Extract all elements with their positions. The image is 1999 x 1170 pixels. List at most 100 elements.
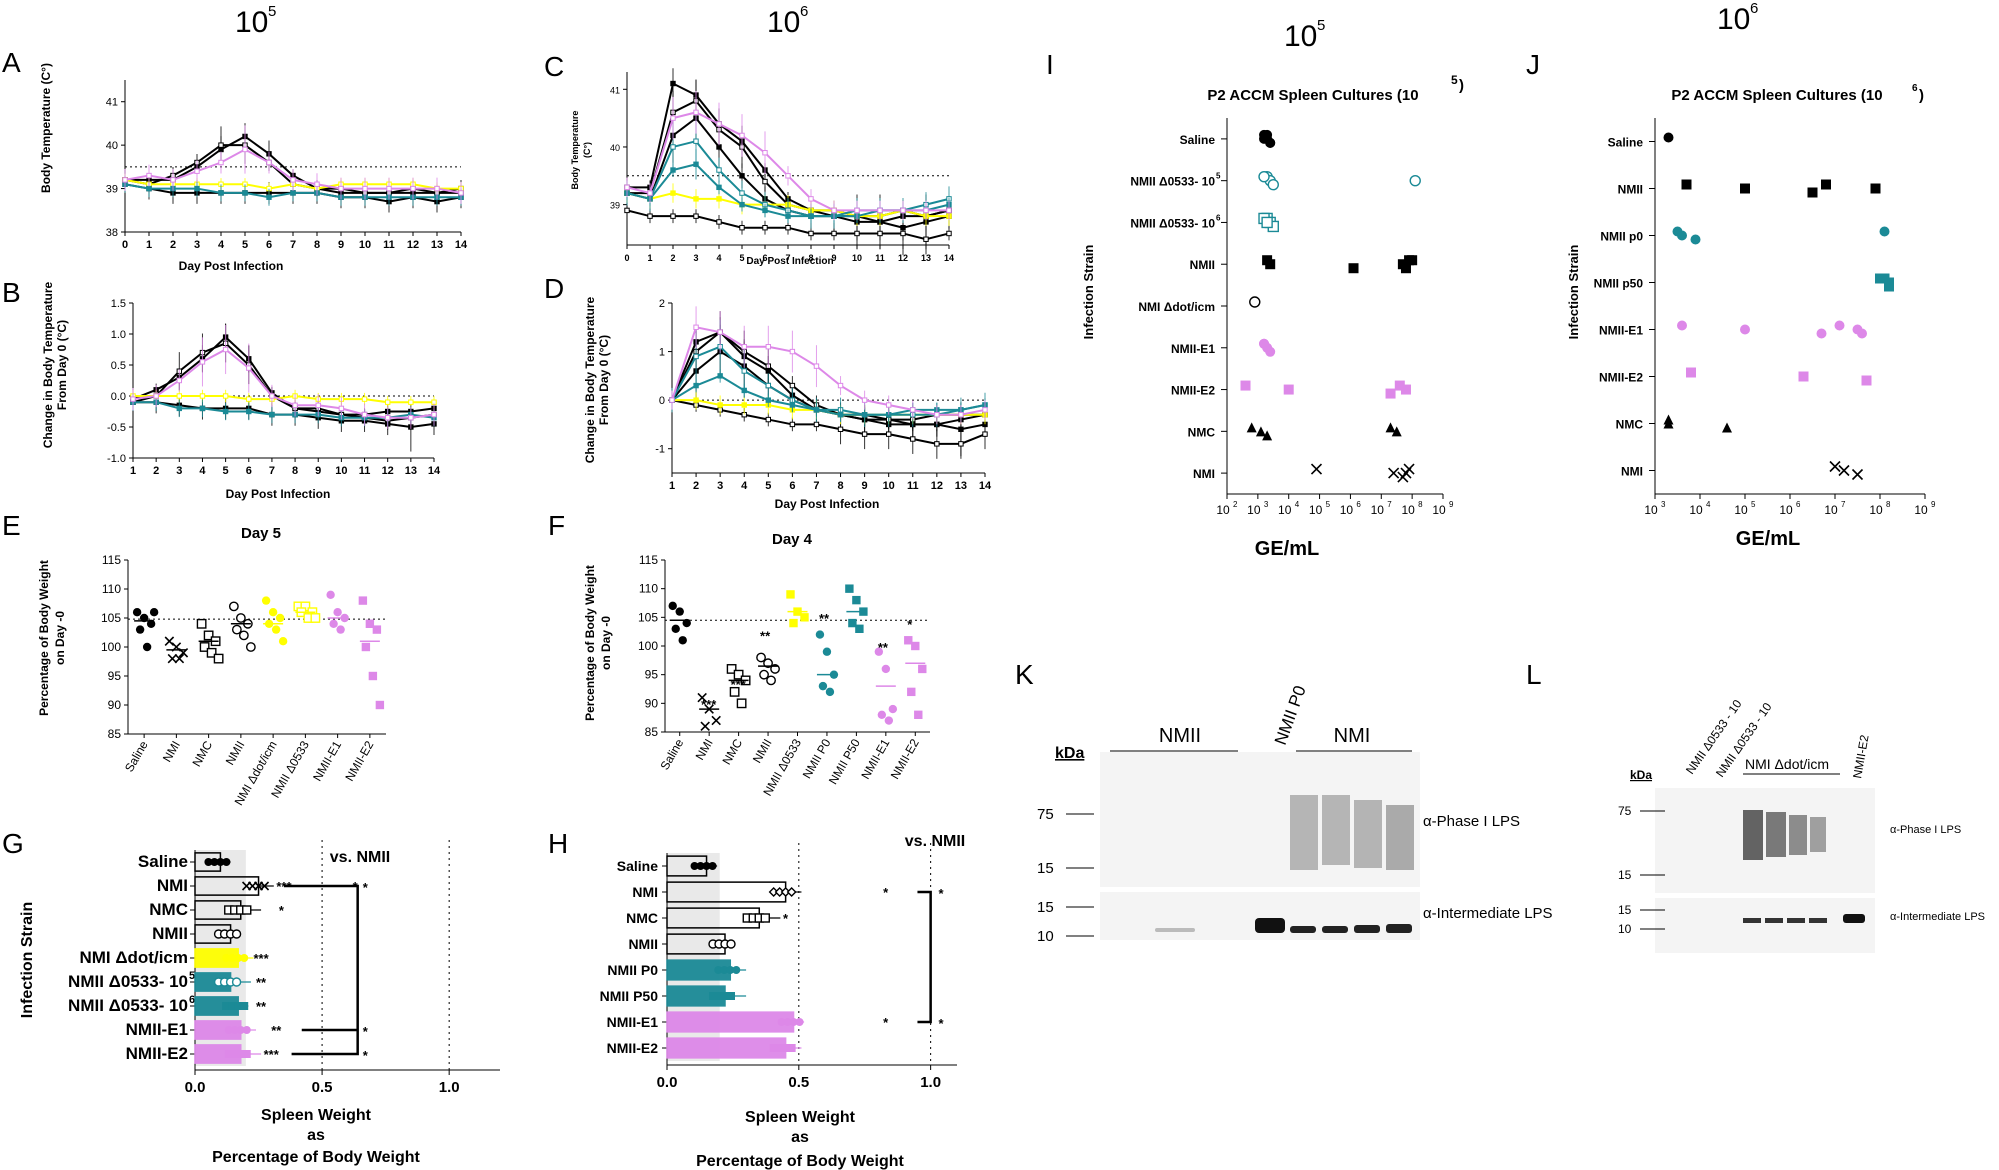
data-point — [716, 196, 722, 202]
x-tick-label: 8 — [292, 465, 298, 477]
data-point — [362, 185, 368, 192]
data-point — [837, 426, 844, 432]
x-tick-label: 1 — [130, 465, 136, 477]
x-tick-label: 6 — [762, 253, 767, 263]
data-point — [1310, 463, 1323, 475]
data-point — [338, 405, 345, 412]
data-point — [1240, 380, 1251, 391]
category-label: NMII-E2 — [126, 1044, 188, 1063]
data-point — [1348, 263, 1359, 274]
comparison-bracket — [283, 884, 359, 1056]
y-tick-label: 0.5 — [111, 360, 126, 372]
category-label: NMI — [157, 876, 188, 895]
x-tick-exponent: 2 — [1233, 500, 1238, 509]
blot-band — [1765, 918, 1783, 923]
header-right-1e6-base: 10 — [1717, 3, 1750, 36]
panel-h-xlabel-line2: as — [791, 1129, 809, 1146]
data-point — [372, 625, 382, 634]
significance-star: *** — [731, 677, 747, 692]
data-point — [729, 686, 740, 697]
data-point — [789, 1018, 798, 1026]
data-point — [885, 402, 892, 408]
data-point — [1385, 388, 1396, 399]
data-point — [854, 207, 860, 214]
data-point — [923, 207, 929, 214]
data-point — [1267, 178, 1279, 191]
data-point — [1677, 320, 1687, 331]
data-point — [726, 966, 735, 974]
panel-k-blot2-bands — [1155, 918, 1412, 933]
data-point — [671, 624, 680, 633]
data-point — [739, 190, 745, 196]
data-point — [904, 636, 913, 645]
y-tick-label: 1 — [659, 347, 665, 359]
data-point — [290, 177, 296, 183]
category-label-superscript: 6 — [1216, 213, 1221, 222]
y-tick-label: 115 — [639, 553, 658, 567]
data-point — [786, 590, 795, 599]
data-point — [1722, 422, 1732, 433]
data-point — [278, 637, 288, 646]
panel-letter-c: C — [544, 51, 564, 82]
panel-l-lane-e2: NMII-E2 — [1850, 733, 1871, 779]
data-point — [763, 658, 773, 669]
panel-letter-l: L — [1526, 659, 1542, 690]
panel-j-xlabel: GE/mL — [1736, 528, 1800, 550]
data-point — [786, 887, 797, 897]
x-tick-label: 5 — [765, 480, 771, 492]
significance-star: * — [883, 885, 889, 900]
x-tick-label: 0.5 — [312, 1079, 333, 1096]
blot-band — [1354, 800, 1382, 868]
category-label: NMII-E1 — [126, 1020, 188, 1039]
x-tick-label: 10 — [335, 465, 347, 477]
data-point — [765, 397, 772, 403]
data-point — [918, 664, 927, 674]
panel-c-body-temperature: Body Temperature (C°) Day Post Infection… — [570, 68, 954, 267]
data-point — [1255, 426, 1266, 437]
panel-l-lane-dot-icm: NMI Δdot/icm — [1745, 756, 1829, 772]
data-point — [783, 1018, 792, 1026]
data-point — [1259, 338, 1270, 349]
x-tick-exponent: 8 — [1418, 500, 1423, 509]
panel-l-blot1-bands — [1743, 810, 1826, 860]
x-tick-label: 11 — [875, 253, 885, 263]
data-point — [910, 436, 916, 442]
data-point — [240, 1002, 249, 1010]
data-point — [231, 929, 242, 939]
data-point — [717, 373, 723, 379]
data-point — [789, 402, 796, 408]
data-point — [242, 146, 248, 153]
data-point — [361, 411, 368, 418]
data-point — [365, 619, 375, 628]
panel-b-ylabel-line2: From Day 0 (°C) — [55, 320, 69, 410]
panel-l-blot1-membrane — [1655, 788, 1875, 893]
x-tick-label: 2 — [693, 480, 699, 492]
category-label: NMI — [693, 737, 716, 763]
y-tick-label: 39 — [610, 201, 620, 211]
data-point — [825, 687, 835, 697]
data-point — [203, 630, 214, 641]
panel-f-ylabel-line2: on Day -0 — [599, 616, 613, 670]
data-point — [760, 913, 770, 923]
data-point — [647, 213, 653, 219]
data-point — [789, 348, 796, 355]
data-point — [716, 121, 722, 127]
header-left-1e6-base: 10 — [767, 6, 800, 39]
data-point — [1861, 375, 1872, 386]
data-point — [958, 412, 964, 418]
data-point — [818, 681, 828, 691]
data-point — [881, 664, 891, 674]
data-point — [732, 966, 741, 974]
panel-g-xlabel-line1: Spleen Weight — [261, 1107, 372, 1124]
data-point — [290, 190, 296, 196]
data-point — [222, 858, 231, 866]
data-point — [800, 613, 809, 622]
y-tick-label: 38 — [106, 227, 118, 239]
data-point — [769, 1044, 778, 1052]
data-point — [146, 619, 156, 628]
panel-k-lane-nmii-p0: NMII P0 — [1271, 683, 1310, 747]
y-tick-label: 110 — [639, 582, 658, 596]
x-tick-label: 10 — [1689, 503, 1703, 517]
x-tick-label: 10 — [1734, 503, 1748, 517]
